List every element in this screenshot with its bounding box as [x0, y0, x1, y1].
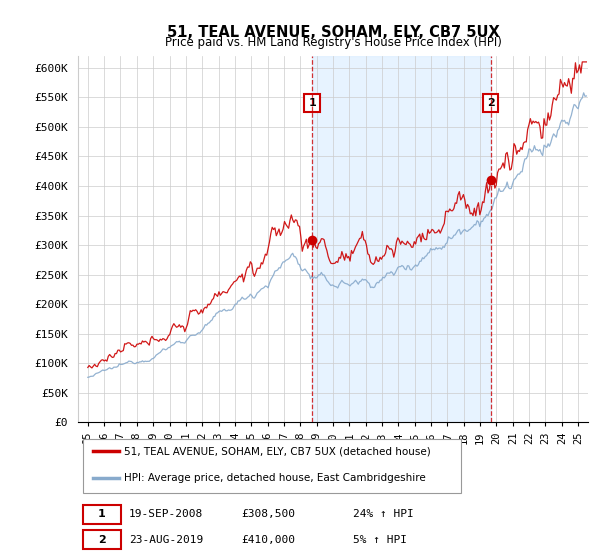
Text: 1: 1 [308, 98, 316, 108]
Text: £308,500: £308,500 [241, 510, 295, 520]
Text: 5% ↑ HPI: 5% ↑ HPI [353, 535, 407, 545]
Text: £410,000: £410,000 [241, 535, 295, 545]
Text: 51, TEAL AVENUE, SOHAM, ELY, CB7 5UX (detached house): 51, TEAL AVENUE, SOHAM, ELY, CB7 5UX (de… [124, 446, 431, 456]
Text: 2: 2 [98, 535, 106, 545]
Text: 51, TEAL AVENUE, SOHAM, ELY, CB7 5UX: 51, TEAL AVENUE, SOHAM, ELY, CB7 5UX [167, 25, 499, 40]
FancyBboxPatch shape [83, 505, 121, 524]
Text: HPI: Average price, detached house, East Cambridgeshire: HPI: Average price, detached house, East… [124, 473, 425, 483]
Text: 23-AUG-2019: 23-AUG-2019 [129, 535, 203, 545]
Text: 24% ↑ HPI: 24% ↑ HPI [353, 510, 414, 520]
Text: 19-SEP-2008: 19-SEP-2008 [129, 510, 203, 520]
FancyBboxPatch shape [83, 439, 461, 493]
Text: Price paid vs. HM Land Registry's House Price Index (HPI): Price paid vs. HM Land Registry's House … [164, 36, 502, 49]
Text: 2: 2 [487, 98, 494, 108]
Bar [312, 56, 491, 422]
Text: 1: 1 [98, 510, 106, 520]
FancyBboxPatch shape [83, 530, 121, 549]
